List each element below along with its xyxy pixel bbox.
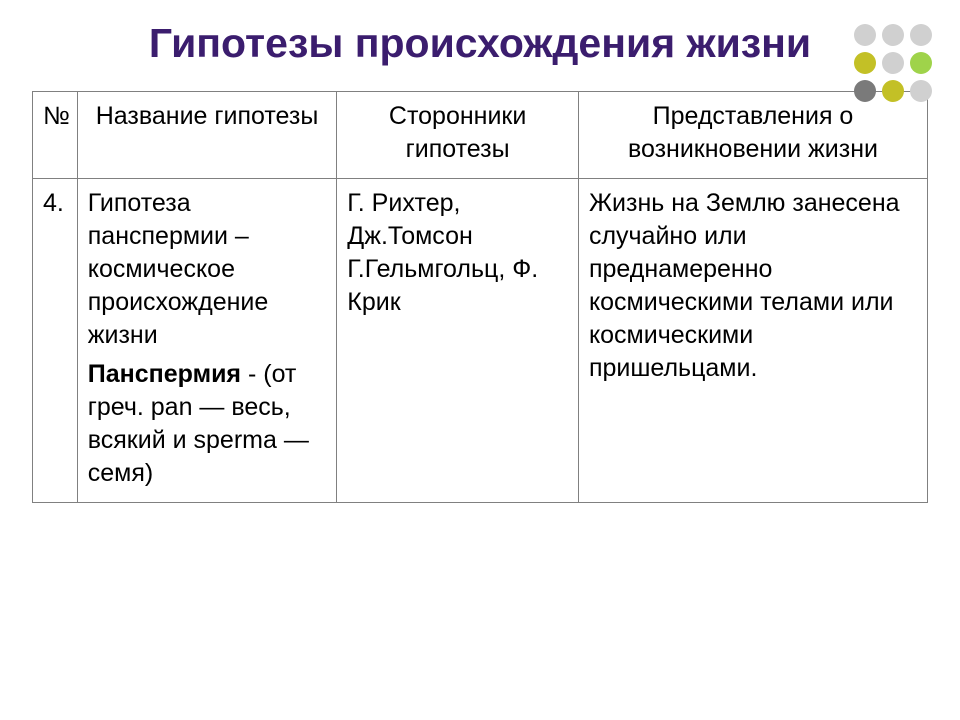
table-row: 4. Гипотеза панспермии – космическое про… bbox=[33, 179, 928, 503]
col-header-name: Название гипотезы bbox=[77, 92, 337, 179]
dot-icon bbox=[882, 24, 904, 46]
cell-number: 4. bbox=[33, 179, 78, 503]
cell-description: Жизнь на Землю занесена случайно или пре… bbox=[578, 179, 927, 503]
dot-icon bbox=[854, 24, 876, 46]
slide-title: Гипотезы происхождения жизни bbox=[32, 18, 928, 69]
dot-icon bbox=[882, 52, 904, 74]
dot-icon bbox=[910, 52, 932, 74]
term-bold: Панспермия bbox=[88, 360, 241, 388]
hypothesis-main-text: Гипотеза панспермии – космическое происх… bbox=[88, 189, 269, 349]
hypotheses-table: № Название гипотезы Сторонники гипотезы … bbox=[32, 91, 928, 503]
decoration-dots bbox=[854, 24, 932, 102]
cell-proponents: Г. Рихтер, Дж.Томсон Г.Гельмгольц, Ф. Кр… bbox=[337, 179, 579, 503]
col-header-proponents: Сторонники гипотезы bbox=[337, 92, 579, 179]
dot-icon bbox=[882, 80, 904, 102]
hypothesis-etymology: Панспермия - (от греч. pan — весь, всяки… bbox=[88, 358, 327, 490]
col-header-number: № bbox=[33, 92, 78, 179]
table-header-row: № Название гипотезы Сторонники гипотезы … bbox=[33, 92, 928, 179]
dot-icon bbox=[910, 24, 932, 46]
dot-icon bbox=[910, 80, 932, 102]
cell-hypothesis-name: Гипотеза панспермии – космическое происх… bbox=[77, 179, 337, 503]
dot-icon bbox=[854, 52, 876, 74]
slide: Гипотезы происхождения жизни № Название … bbox=[0, 0, 960, 720]
dot-icon bbox=[854, 80, 876, 102]
col-header-description: Представления о возникновении жизни bbox=[578, 92, 927, 179]
